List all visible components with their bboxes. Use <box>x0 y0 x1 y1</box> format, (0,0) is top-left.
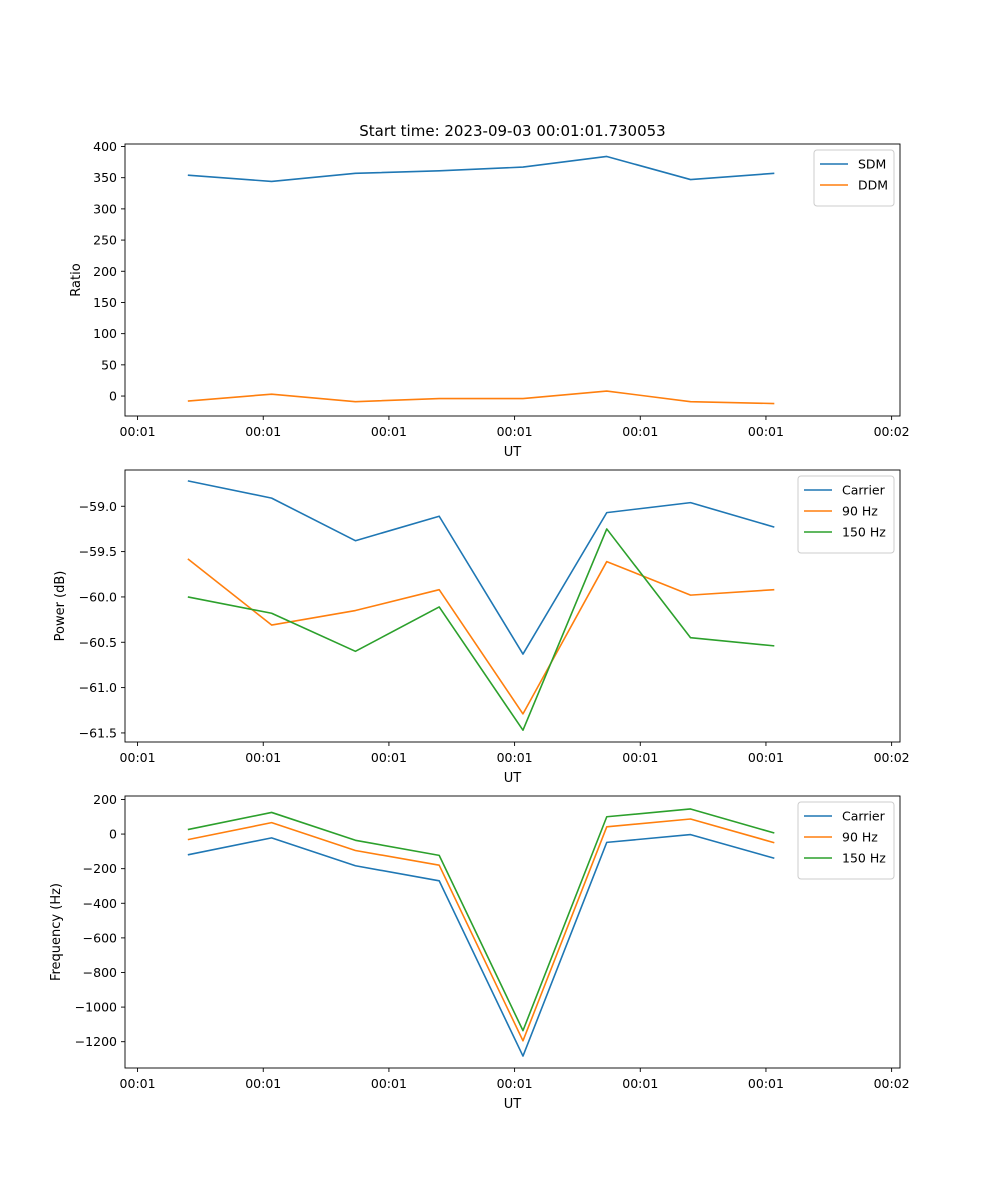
legend-label: 90 Hz <box>842 504 878 519</box>
series-line-150-hz <box>187 808 775 1032</box>
y-tick-label: −61.5 <box>79 725 117 740</box>
legend-box <box>797 801 895 880</box>
legend: Carrier 90 Hz 150 Hz <box>797 801 895 880</box>
x-axis-label: UT <box>504 771 522 786</box>
y-axis-label: Power (dB) <box>53 571 68 642</box>
x-tick-label: 00:01 <box>120 424 156 439</box>
series-line-sdm <box>187 155 775 183</box>
y-tick-label: 200 <box>93 792 117 807</box>
series-line-carrier <box>187 480 775 655</box>
x-tick-label: 00:01 <box>748 424 784 439</box>
y-tick-label: −600 <box>83 930 117 945</box>
series-line-90-hz <box>187 818 775 1042</box>
y-tick-label: −60.0 <box>79 589 117 604</box>
y-tick-label: −200 <box>83 861 117 876</box>
y-tick-label: −400 <box>83 896 117 911</box>
series-line-150-hz <box>187 528 775 732</box>
x-tick-label: 00:01 <box>497 1076 533 1091</box>
x-tick-label: 00:02 <box>874 750 910 765</box>
series-line-carrier <box>187 833 775 1057</box>
x-tick-label: 00:01 <box>748 1076 784 1091</box>
axes-frame <box>124 795 901 1069</box>
legend-label: 150 Hz <box>842 851 886 866</box>
x-tick-label: 00:01 <box>245 424 281 439</box>
y-tick-label: −61.0 <box>79 680 117 695</box>
axes-frame <box>124 469 901 743</box>
y-tick-label: 250 <box>93 233 117 248</box>
y-tick-label: −1200 <box>75 1034 117 1049</box>
y-tick-label: −59.0 <box>79 499 117 514</box>
y-tick-label: −59.5 <box>79 544 117 559</box>
chart-panel-2: 00:01 00:01 00:01 00:01 00:01 00:01 00:02 −59.0… <box>53 469 910 786</box>
x-tick-label: 00:01 <box>371 1076 407 1091</box>
legend-label: DDM <box>858 178 888 193</box>
x-tick-label: 00:02 <box>874 1076 910 1091</box>
y-tick-label: 50 <box>101 357 117 372</box>
y-tick-label: 200 <box>93 264 117 279</box>
legend-label: 150 Hz <box>842 525 886 540</box>
y-tick-label: 100 <box>93 326 117 341</box>
legend: SDM DDM <box>813 149 895 207</box>
x-tick-label: 00:01 <box>371 750 407 765</box>
x-tick-label: 00:01 <box>748 750 784 765</box>
y-tick-label: 0 <box>109 389 117 404</box>
x-tick-label: 00:01 <box>120 750 156 765</box>
chart-panel-3: 00:01 00:01 00:01 00:01 00:01 00:01 00:02 200 0 −… <box>49 792 910 1112</box>
legend-box <box>797 475 895 554</box>
legend-label: Carrier <box>842 809 886 824</box>
legend-label: SDM <box>858 157 886 172</box>
axes-frame <box>124 143 901 417</box>
y-tick-label: −800 <box>83 965 117 980</box>
x-tick-label: 00:01 <box>245 750 281 765</box>
y-tick-label: 350 <box>93 170 117 185</box>
y-tick-label: −60.5 <box>79 635 117 650</box>
y-tick-label: 400 <box>93 139 117 154</box>
legend-label: 90 Hz <box>842 830 878 845</box>
x-axis-label: UT <box>504 445 522 460</box>
x-tick-label: 00:01 <box>622 1076 658 1091</box>
y-axis-label: Ratio <box>69 263 84 296</box>
x-tick-label: 00:01 <box>497 750 533 765</box>
x-tick-label: 00:01 <box>120 1076 156 1091</box>
y-axis-label: Frequency (Hz) <box>49 883 64 981</box>
series-line-ddm <box>187 390 775 405</box>
y-tick-label: −1000 <box>75 1000 117 1015</box>
x-axis-label: UT <box>504 1097 522 1112</box>
legend: Carrier 90 Hz 150 Hz <box>797 475 895 554</box>
y-tick-label: 0 <box>109 827 117 842</box>
x-tick-label: 00:01 <box>245 1076 281 1091</box>
y-tick-label: 300 <box>93 201 117 216</box>
x-tick-label: 00:01 <box>371 424 407 439</box>
series-line-90-hz <box>187 558 775 715</box>
x-tick-label: 00:02 <box>874 424 910 439</box>
legend-label: Carrier <box>842 483 886 498</box>
chart-title: Start time: 2023-09-03 00:01:01.730053 <box>359 122 665 140</box>
x-tick-label: 00:01 <box>622 424 658 439</box>
x-tick-label: 00:01 <box>497 424 533 439</box>
chart-panel-1: Start time: 2023-09-03 00:01:01.73005300… <box>69 122 910 460</box>
x-tick-label: 00:01 <box>622 750 658 765</box>
y-tick-label: 150 <box>93 295 117 310</box>
